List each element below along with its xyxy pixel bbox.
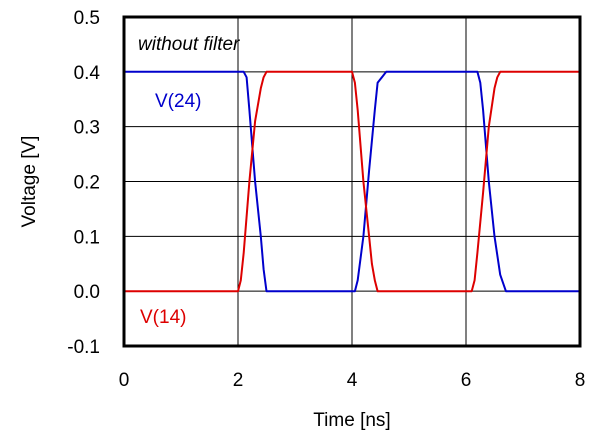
x-tick-label: 2 [233,370,244,391]
series-label-v14: V(14) [140,307,186,328]
series-lines [124,70,580,293]
annotation-without-filter: without filter [138,34,240,55]
y-tick-label: -0.1 [67,337,100,358]
x-axis-title: Time [ns] [313,410,390,431]
x-tick-labels: 0 2 4 6 8 [119,370,586,391]
series-label-v24: V(24) [155,91,201,112]
y-tick-label: 0.0 [74,282,100,303]
x-tick-label: 0 [119,370,130,391]
x-tick-label: 6 [461,370,472,391]
series-line-v14 [124,70,580,293]
grid [124,17,580,346]
series-line-v24 [124,70,580,293]
y-tick-labels: -0.1 0.0 0.1 0.2 0.3 0.4 0.5 [67,8,100,358]
y-tick-label: 0.4 [74,63,101,84]
y-tick-label: 0.3 [74,118,100,139]
y-tick-label: 0.1 [74,227,100,248]
plot-frame [122,15,582,348]
y-tick-label: 0.5 [74,8,100,29]
x-tick-label: 8 [575,370,586,391]
x-tick-label: 4 [347,370,358,391]
y-axis-title: Voltage [V] [19,136,40,228]
y-tick-label: 0.2 [74,173,100,194]
